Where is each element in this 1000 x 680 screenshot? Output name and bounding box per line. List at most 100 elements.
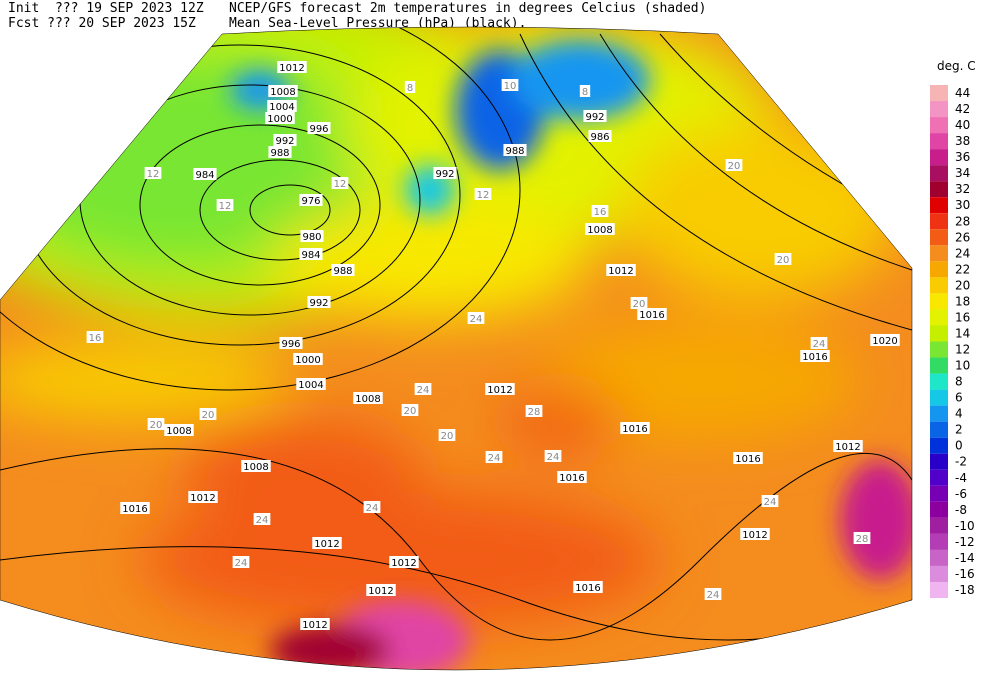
temperature-label: 24 bbox=[707, 590, 720, 601]
legend-label: 10 bbox=[955, 359, 970, 373]
isobar-label-box bbox=[296, 378, 326, 390]
isobar-label: 1016 bbox=[735, 454, 760, 465]
temperature-label-group: 24 bbox=[467, 312, 485, 325]
legend-label: 18 bbox=[955, 294, 970, 308]
temperature-label-group: 12 bbox=[216, 199, 234, 212]
isobar-label-box bbox=[312, 537, 342, 549]
isobar-label: 1008 bbox=[355, 394, 380, 405]
legend-swatch bbox=[930, 197, 948, 214]
legend-swatch bbox=[930, 213, 948, 230]
temperature-label-group: 20 bbox=[199, 408, 217, 421]
isobar-label: 1008 bbox=[270, 87, 295, 98]
isobar-label: 1012 bbox=[391, 558, 416, 569]
temperature-label-group: 24 bbox=[232, 556, 250, 569]
temperature-label: 24 bbox=[417, 385, 430, 396]
temperature-label: 16 bbox=[89, 333, 102, 344]
temperature-label: 24 bbox=[235, 558, 248, 569]
temperature-label: 20 bbox=[633, 299, 646, 310]
temperature-label: 12 bbox=[334, 179, 347, 190]
temperature-label-box bbox=[630, 297, 648, 309]
isobar-label-box bbox=[583, 110, 607, 122]
temperature-label-box bbox=[467, 312, 485, 324]
temperature-label-box bbox=[414, 383, 432, 395]
legend-swatch bbox=[930, 181, 948, 198]
temperature-label-box bbox=[147, 418, 165, 430]
isobar-label-group: 1008 bbox=[241, 460, 271, 473]
temperature-label-box bbox=[144, 167, 162, 179]
temperature-label-group: 16 bbox=[591, 205, 609, 218]
isobar-label-group: 1012 bbox=[740, 528, 770, 541]
isobar-label: 986 bbox=[590, 132, 609, 143]
isobar-label: 1004 bbox=[269, 102, 294, 113]
legend-label: 30 bbox=[955, 198, 970, 212]
isobar-label: 992 bbox=[585, 112, 604, 123]
isobar-label-box bbox=[585, 223, 615, 235]
isobar-label: 976 bbox=[301, 196, 320, 207]
isobar-label-box bbox=[433, 167, 457, 179]
legend-swatch bbox=[930, 549, 948, 566]
isobar-label-box bbox=[733, 452, 763, 464]
temperature-label: 10 bbox=[504, 81, 517, 92]
temperature-label-group: 24 bbox=[363, 501, 381, 514]
legend-label: 0 bbox=[955, 439, 963, 453]
isobar-label-group: 992 bbox=[307, 296, 331, 309]
temperature-label: 24 bbox=[488, 453, 501, 464]
temperature-label-group: 28 bbox=[525, 405, 543, 418]
isobar-label: 1012 bbox=[742, 530, 767, 541]
temperature-label-group: 24 bbox=[544, 450, 562, 463]
isobar-label: 1020 bbox=[872, 336, 897, 347]
isobar-label: 1016 bbox=[122, 504, 147, 515]
isobar-label-group: 1008 bbox=[268, 85, 298, 98]
temperature-label: 8 bbox=[407, 83, 413, 94]
isobar-label-box bbox=[193, 168, 217, 180]
isobar-label-box bbox=[557, 471, 587, 483]
isobar-label-box bbox=[277, 61, 307, 73]
legend-swatch bbox=[930, 501, 948, 518]
temperature-label-box bbox=[485, 451, 503, 463]
temperature-label-box bbox=[810, 337, 828, 349]
temperature-label-group: 24 bbox=[253, 513, 271, 526]
legend-swatch bbox=[930, 421, 948, 438]
isobar-label-group: 1016 bbox=[733, 452, 763, 465]
isobar-label-box bbox=[366, 584, 396, 596]
legend-swatch bbox=[930, 485, 948, 502]
legend-swatch bbox=[930, 245, 948, 262]
legend-swatch bbox=[930, 101, 948, 118]
isobar-label-group: 992 bbox=[273, 134, 297, 147]
legend-swatch bbox=[930, 277, 948, 294]
temperature-label-box bbox=[474, 188, 492, 200]
isobar-label-group: 1008 bbox=[585, 223, 615, 236]
isobar-label: 1000 bbox=[295, 355, 320, 366]
temperature-label-group: 12 bbox=[474, 188, 492, 201]
legend-swatch bbox=[930, 117, 948, 134]
legend-label: -10 bbox=[955, 519, 975, 533]
isobar-label-box bbox=[588, 130, 612, 142]
isobar-label-group: 1004 bbox=[296, 378, 326, 391]
legend-label: -12 bbox=[955, 535, 975, 549]
isobar-label: 1016 bbox=[802, 352, 827, 363]
isobar-label-box bbox=[164, 424, 194, 436]
legend-swatch bbox=[930, 357, 948, 374]
legend-label: 28 bbox=[955, 214, 970, 228]
temperature-label-box bbox=[579, 85, 591, 97]
temperature-label: 20 bbox=[404, 406, 417, 417]
temperature-label: 28 bbox=[528, 407, 541, 418]
title: NCEP/GFS forecast 2m temperatures in deg… bbox=[229, 1, 707, 16]
isobar-label: 1000 bbox=[267, 114, 292, 125]
legend-swatch bbox=[930, 341, 948, 358]
isobar-label-box bbox=[241, 460, 271, 472]
temperature-label-box bbox=[591, 205, 609, 217]
isobar-label-group: 984 bbox=[193, 168, 217, 181]
temperature-label: 12 bbox=[477, 190, 490, 201]
legend-label: -14 bbox=[955, 551, 975, 565]
isobar-label: 996 bbox=[309, 124, 328, 135]
isobar-label-group: 986 bbox=[588, 130, 612, 143]
isobar-label-box bbox=[273, 134, 297, 146]
isobar-label-box bbox=[485, 383, 515, 395]
legend-swatch bbox=[930, 293, 948, 310]
isobar-label-group: 980 bbox=[300, 230, 324, 243]
temperature-label-box bbox=[253, 513, 271, 525]
temperature-label-group: 8 bbox=[404, 81, 416, 94]
